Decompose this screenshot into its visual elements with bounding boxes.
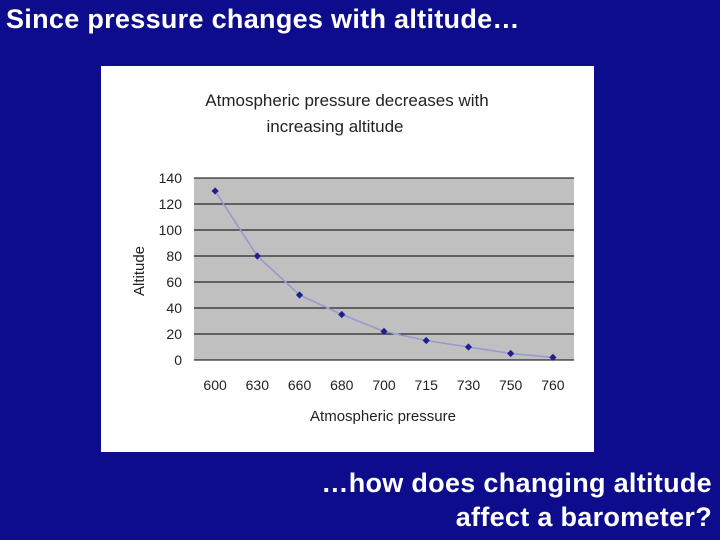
y-tick-label: 0 xyxy=(174,352,182,368)
x-tick-label: 700 xyxy=(372,377,396,393)
data-point xyxy=(464,343,473,351)
y-tick-label: 140 xyxy=(159,170,183,186)
y-tick-label: 20 xyxy=(166,326,182,342)
altitude-pressure-chart: Atmospheric pressure decreases with incr… xyxy=(131,91,574,425)
data-point xyxy=(422,336,430,345)
y-tick-label: 80 xyxy=(166,248,182,264)
y-tick-label: 60 xyxy=(166,274,182,290)
data-point xyxy=(253,252,261,260)
x-tick-label: 660 xyxy=(288,377,312,393)
x-axis-label: Atmospheric pressure xyxy=(310,408,456,425)
data-point xyxy=(380,327,388,335)
chart-title-line-2: increasing altitude xyxy=(266,117,403,136)
data-point xyxy=(211,187,219,195)
slide-title: Since pressure changes with altitude… xyxy=(6,4,520,34)
x-tick-label: 680 xyxy=(330,377,354,393)
series-layer xyxy=(211,187,557,361)
slide-caption: …how does changing altitude affect a bar… xyxy=(321,466,712,534)
x-tick-label: 600 xyxy=(203,377,227,393)
data-point xyxy=(338,310,346,319)
x-tick-label: 630 xyxy=(246,377,270,393)
chart-title-line-1: Atmospheric pressure decreases with xyxy=(205,91,488,110)
x-tick-label: 750 xyxy=(499,377,523,393)
data-point xyxy=(507,349,515,358)
caption-line-2: affect a barometer? xyxy=(455,502,712,532)
y-tick-label: 120 xyxy=(159,196,183,212)
y-tick-label: 100 xyxy=(159,222,183,238)
caption-line-1: …how does changing altitude xyxy=(321,468,712,498)
data-point xyxy=(295,291,304,299)
x-tick-label: 760 xyxy=(541,377,565,393)
y-axis-ticks: 0 20 40 60 80 100 120 140 xyxy=(159,170,183,368)
x-axis-ticks: 600 630 660 680 700 715 730 750 760 xyxy=(203,377,564,393)
y-tick-label: 40 xyxy=(166,300,182,316)
data-point xyxy=(549,353,557,361)
chart-frame: Atmospheric pressure decreases with incr… xyxy=(101,66,594,452)
y-axis-label: Altitude xyxy=(131,246,148,296)
x-tick-label: 730 xyxy=(457,377,481,393)
x-tick-label: 715 xyxy=(415,377,439,393)
